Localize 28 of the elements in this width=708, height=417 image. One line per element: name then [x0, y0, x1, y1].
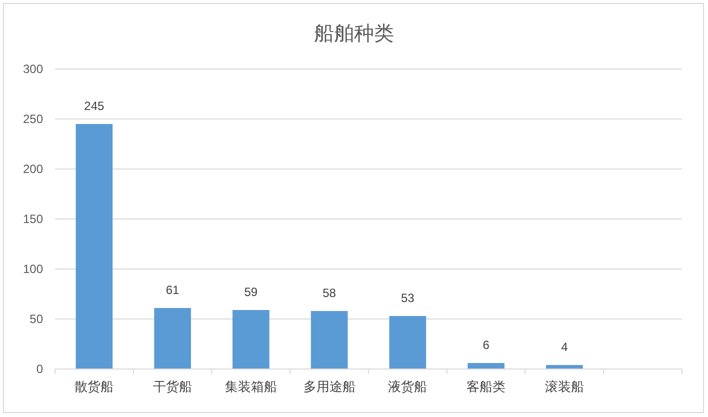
- x-tick-label: 干货船: [153, 379, 192, 394]
- x-tick-label: 多用途船: [303, 379, 356, 394]
- bar: [310, 311, 348, 369]
- y-tick-label: 200: [22, 162, 44, 176]
- data-label: 58: [322, 286, 336, 300]
- data-label: 59: [244, 285, 258, 299]
- chart-title: 船舶种类: [314, 23, 394, 45]
- data-label: 6: [482, 338, 490, 352]
- x-tick-label: 散货船: [74, 379, 114, 394]
- y-tick-label: 0: [36, 362, 44, 376]
- x-tick-label: 集装箱船: [224, 379, 277, 394]
- x-tick-label: 客船类: [466, 379, 506, 394]
- y-tick-label: 100: [22, 262, 44, 276]
- bar: [154, 308, 191, 369]
- bar: [76, 124, 113, 369]
- x-tick-label: 液货船: [388, 379, 428, 394]
- y-tick-label: 300: [22, 62, 44, 76]
- data-label: 4: [561, 340, 568, 354]
- y-tick-label: 50: [30, 312, 44, 326]
- data-label: 53: [401, 291, 415, 305]
- data-label: 245: [84, 99, 105, 113]
- bar: [232, 310, 270, 369]
- data-label: 61: [166, 283, 180, 297]
- y-tick-label: 250: [22, 112, 44, 126]
- bar: [468, 363, 504, 369]
- y-tick-label: 150: [22, 212, 44, 226]
- x-tick-label: 滚装船: [544, 379, 584, 394]
- bar: [389, 316, 426, 369]
